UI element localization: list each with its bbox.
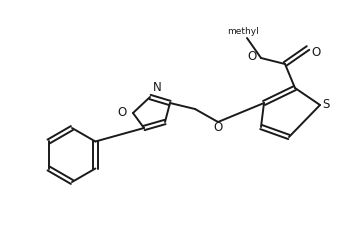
Text: S: S — [322, 98, 329, 110]
Text: O: O — [248, 49, 257, 62]
Text: N: N — [153, 81, 162, 94]
Text: O: O — [311, 46, 320, 59]
Text: methyl: methyl — [227, 27, 259, 36]
Text: O: O — [118, 106, 127, 119]
Text: O: O — [213, 121, 223, 134]
